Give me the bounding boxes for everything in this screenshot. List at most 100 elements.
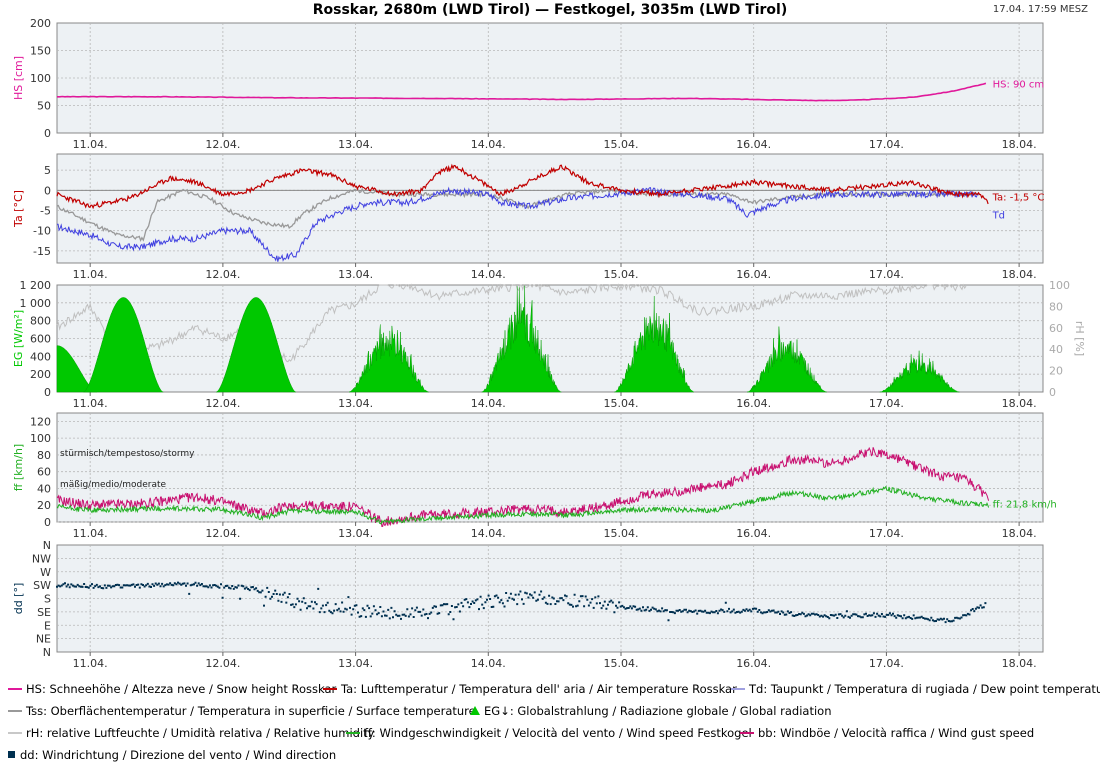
y-tick-label-snow: 100 [30, 72, 51, 85]
legend-item-hs: HS: Schneehöhe / Altezza neve / Snow hei… [8, 682, 336, 696]
x-tick-label: 12.04. [205, 657, 240, 670]
y-tick-label-snow: 150 [30, 45, 51, 58]
dd-square-swatch-icon [8, 751, 15, 758]
y-tick-label-radiation: 200 [30, 368, 51, 381]
chart-title: Rosskar, 2680m (LWD Tirol) — Festkogel, … [312, 2, 788, 18]
x-tick-label: 18.04. [1002, 397, 1037, 410]
eg-triangle-swatch-icon [470, 706, 480, 715]
y-tick-label-radiation: 0 [44, 386, 51, 399]
bb-line-swatch-icon [740, 731, 754, 734]
x-tick-label: 18.04. [1002, 527, 1037, 540]
legend-label-bb: bb: Windböe / Velocità raffica / Wind gu… [758, 726, 1035, 740]
x-tick-label: 16.04. [736, 657, 771, 670]
ta-line-swatch-icon [323, 687, 337, 690]
legend-item-rh: rH: relative Luftfeuchte / Umidità relat… [8, 726, 374, 740]
x-tick-label: 17.04. [869, 138, 904, 151]
y-tick-label-direction: N [43, 539, 51, 552]
x-tick-label: 11.04. [73, 657, 108, 670]
x-tick-label: 18.04. [1002, 138, 1037, 151]
eg-day-area [879, 350, 960, 393]
timestamp: 17.04. 17:59 MESZ [992, 4, 1088, 15]
y-tick-label-wind: 120 [30, 415, 51, 428]
y-tick-label-direction: N [43, 646, 51, 659]
x-tick-label: 14.04. [471, 138, 506, 151]
y-tick-label-snow: 50 [37, 100, 51, 113]
y-axis-label-radiation: EG [W/m²] [12, 310, 25, 367]
moderate-threshold-label: mäßig/medio/moderate [60, 480, 167, 490]
x-tick-label: 16.04. [736, 397, 771, 410]
legend-label-ta: Ta: Lufttemperatur / Temperatura dell' a… [341, 682, 737, 696]
y-axis-label-snow: HS [cm] [12, 56, 25, 100]
y-tick-label-direction: E [44, 619, 51, 632]
x-tick-label: 13.04. [338, 397, 373, 410]
tss-line-swatch-icon [8, 709, 22, 712]
y2-tick-label: 40 [1049, 343, 1063, 356]
y-tick-label-temp: -10 [33, 225, 51, 238]
eg-day-area [614, 296, 695, 393]
x-tick-label: 17.04. [869, 527, 904, 540]
y-tick-label-wind: 0 [44, 516, 51, 529]
y-tick-label-radiation: 400 [30, 350, 51, 363]
eg-day-area [216, 297, 296, 393]
x-tick-label: 15.04. [603, 397, 638, 410]
x-tick-label: 13.04. [338, 527, 373, 540]
x-tick-label: 14.04. [471, 397, 506, 410]
legend-label-tss: Tss: Oberflächentemperatur / Temperatura… [26, 704, 476, 718]
x-tick-label: 11.04. [73, 268, 108, 281]
ff-value-label: ff: 21,8 km/h [993, 500, 1057, 511]
y-tick-label-direction: NE [36, 633, 51, 646]
eg-day-area [83, 297, 164, 393]
td-series-line [57, 186, 979, 262]
y-tick-label-temp: 5 [44, 164, 51, 177]
y-tick-label-direction: S [44, 593, 51, 606]
panel-wind [56, 412, 1044, 523]
y-tick-label-direction: SW [33, 579, 51, 592]
hs-line-swatch-icon [8, 687, 22, 690]
y-tick-label-snow: 0 [44, 127, 51, 140]
ff-series-line [56, 485, 990, 525]
x-tick-label: 16.04. [736, 268, 771, 281]
x-tick-label: 18.04. [1002, 268, 1037, 281]
x-tick-label: 15.04. [603, 527, 638, 540]
y-tick-label-direction: W [40, 566, 51, 579]
y-tick-label-snow: 200 [30, 17, 51, 30]
legend-item-tss: Tss: Oberflächentemperatur / Temperatura… [8, 704, 476, 718]
y2-tick-label: 20 [1049, 365, 1063, 378]
y-tick-label-wind: 80 [37, 449, 51, 462]
legend-item-bb: bb: Windböe / Velocità raffica / Wind gu… [740, 726, 1034, 740]
hs-value-label: HS: 90 cm [993, 80, 1045, 91]
y-tick-label-temp: -15 [33, 245, 51, 258]
hs-series-line [57, 82, 987, 102]
x-tick-label: 12.04. [205, 268, 240, 281]
x-tick-label: 17.04. [869, 397, 904, 410]
x-tick-label: 12.04. [205, 397, 240, 410]
x-tick-label: 13.04. [338, 268, 373, 281]
x-tick-label: 13.04. [338, 657, 373, 670]
y2-tick-label: 100 [1049, 279, 1070, 292]
x-tick-label: 12.04. [205, 138, 240, 151]
y2-tick-label: 60 [1049, 322, 1063, 335]
eg-day-area [348, 324, 429, 393]
y-tick-label-radiation: 800 [30, 315, 51, 328]
x-tick-label: 17.04. [869, 268, 904, 281]
y-tick-label-radiation: 600 [30, 333, 51, 346]
y2-tick-label: 80 [1049, 300, 1063, 313]
x-tick-label: 14.04. [471, 527, 506, 540]
y-tick-label-wind: 20 [37, 499, 51, 512]
y-axis-label-direction: dd [°] [12, 583, 25, 615]
legend-item-ff: ff: Windgeschwindigkeit / Velocità del v… [346, 726, 752, 740]
x-tick-label: 15.04. [603, 657, 638, 670]
y-tick-label-radiation: 1 200 [20, 279, 52, 292]
legend-item-td: Td: Taupunkt / Temperatura di rugiada / … [731, 682, 1100, 696]
td-line-swatch-icon [731, 687, 745, 690]
rh-series-line [56, 283, 967, 363]
y2-tick-label: 0 [1049, 386, 1056, 399]
ta-value-label: Ta: -1,5 °C [992, 192, 1045, 203]
eg-day-area [481, 285, 562, 393]
x-tick-label: 13.04. [338, 138, 373, 151]
legend-item-dd: dd: Windrichtung / Direzione del vento /… [8, 748, 336, 762]
legend-label-hs: HS: Schneehöhe / Altezza neve / Snow hei… [26, 682, 337, 696]
y-tick-label-radiation: 1 000 [20, 297, 52, 310]
x-tick-label: 14.04. [471, 657, 506, 670]
